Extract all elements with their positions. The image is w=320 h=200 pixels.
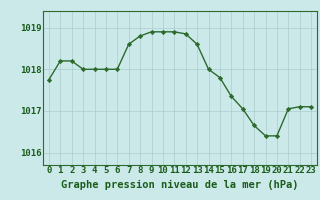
X-axis label: Graphe pression niveau de la mer (hPa): Graphe pression niveau de la mer (hPa) bbox=[61, 180, 299, 190]
